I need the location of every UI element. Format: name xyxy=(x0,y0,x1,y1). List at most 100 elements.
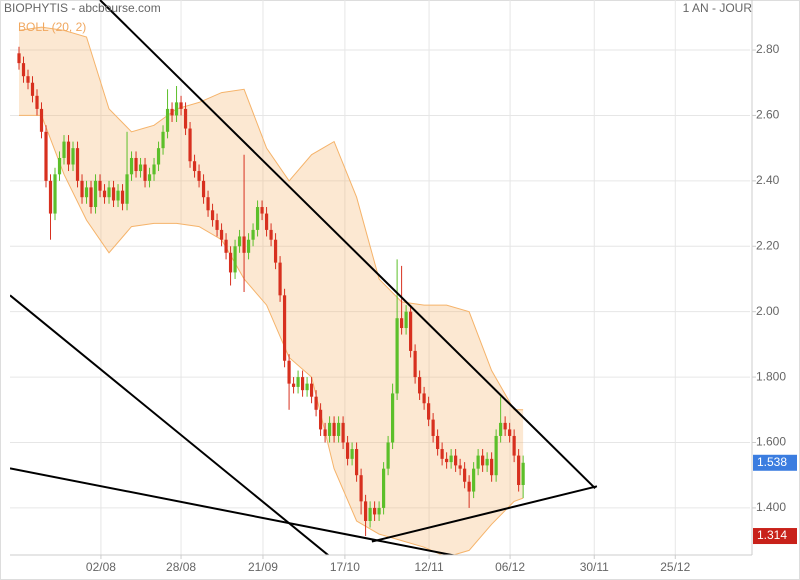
candle-body xyxy=(246,239,251,253)
candle-body xyxy=(508,429,512,436)
trendline xyxy=(99,0,596,489)
candle-body xyxy=(39,108,44,132)
candle-body xyxy=(386,442,390,469)
candle-body xyxy=(445,458,449,463)
candle-body xyxy=(215,220,219,230)
candle-body xyxy=(422,393,426,404)
candle-body xyxy=(512,435,516,456)
candle-body xyxy=(143,164,147,181)
candle-body xyxy=(296,377,300,387)
indicator-label: BOLL (20, 2) xyxy=(18,20,86,34)
candle-body xyxy=(179,102,183,109)
band-lower xyxy=(19,114,524,555)
candle-body xyxy=(427,403,431,420)
candle-body xyxy=(147,174,152,181)
candle-body xyxy=(341,422,345,443)
candle-body xyxy=(201,180,206,198)
candle-body xyxy=(395,318,399,394)
candle-body xyxy=(242,236,246,253)
candle-body xyxy=(418,377,422,394)
candle-body xyxy=(350,449,354,459)
candle-body xyxy=(305,383,309,391)
candle-body xyxy=(391,393,395,443)
candle-body xyxy=(75,148,80,181)
candle-body xyxy=(17,53,21,64)
candle-body xyxy=(404,311,408,329)
candle-body xyxy=(517,455,521,486)
candle-body xyxy=(129,157,134,175)
candle-body xyxy=(93,180,98,208)
candle-body xyxy=(233,246,237,273)
candle-body xyxy=(300,377,305,391)
x-tick-label: 17/10 xyxy=(330,560,360,574)
candle-body xyxy=(156,148,161,165)
trendline xyxy=(371,485,598,543)
candle-body xyxy=(66,141,71,165)
candle-body xyxy=(206,197,210,211)
candle-body xyxy=(53,174,57,214)
candle-body xyxy=(485,458,489,466)
candle-body xyxy=(269,229,273,240)
candle-body xyxy=(273,239,278,263)
y-tick-label: 1.800 xyxy=(756,369,786,383)
candle-body xyxy=(359,475,363,502)
candle-body xyxy=(368,507,372,521)
candle-body xyxy=(84,187,89,198)
candle-body xyxy=(174,102,179,116)
candle-body xyxy=(449,455,453,463)
low-price-label-box xyxy=(753,528,797,545)
y-tick-label: 2.60 xyxy=(756,108,780,122)
candle-body xyxy=(332,422,336,436)
candle-body xyxy=(413,350,417,378)
candle-body xyxy=(314,396,318,410)
x-tick-label: 02/08 xyxy=(86,560,116,574)
candle-body xyxy=(336,422,341,436)
candle-body xyxy=(476,455,480,469)
candle-body xyxy=(458,465,462,469)
candle-body xyxy=(62,141,66,158)
trendline xyxy=(10,294,330,555)
candle-body xyxy=(26,76,30,83)
candle-body xyxy=(192,161,197,172)
candle-body xyxy=(440,449,444,459)
candle-body xyxy=(251,229,255,240)
candle-body xyxy=(291,383,296,387)
candle-body xyxy=(490,458,494,476)
candle-body xyxy=(224,239,228,253)
candle-body xyxy=(165,108,170,132)
candle-body xyxy=(372,507,377,515)
chart-title: BIOPHYTIS - abcbourse.com xyxy=(4,1,161,15)
candle-body xyxy=(80,180,84,198)
candle-body xyxy=(116,190,120,201)
candle-body xyxy=(400,318,404,329)
trendline xyxy=(10,467,457,555)
candle-body xyxy=(463,468,467,482)
candle-body xyxy=(98,180,102,191)
y-tick-label: 1.600 xyxy=(756,435,786,449)
candle-body xyxy=(35,95,39,109)
y-tick-label: 2.20 xyxy=(756,238,780,252)
x-tick-label: 12/11 xyxy=(414,560,443,574)
candle-body xyxy=(44,131,48,181)
candle-body xyxy=(282,295,287,361)
candle-body xyxy=(354,449,359,476)
candle-body xyxy=(260,207,264,214)
candle-body xyxy=(454,455,458,466)
candle-body xyxy=(134,157,138,172)
candle-body xyxy=(499,422,503,436)
candle-body xyxy=(377,507,381,515)
candle-body xyxy=(521,462,525,486)
x-tick-label: 21/09 xyxy=(248,560,278,574)
candle-body xyxy=(503,422,507,430)
candle-body xyxy=(494,435,498,476)
candle-body xyxy=(409,311,413,351)
candle-body xyxy=(57,157,62,175)
candle-body xyxy=(278,262,282,296)
candle-body xyxy=(120,190,125,204)
candle-body xyxy=(210,210,215,221)
plot-area xyxy=(10,0,598,555)
candle-body xyxy=(481,455,485,466)
candle-body xyxy=(382,468,386,508)
